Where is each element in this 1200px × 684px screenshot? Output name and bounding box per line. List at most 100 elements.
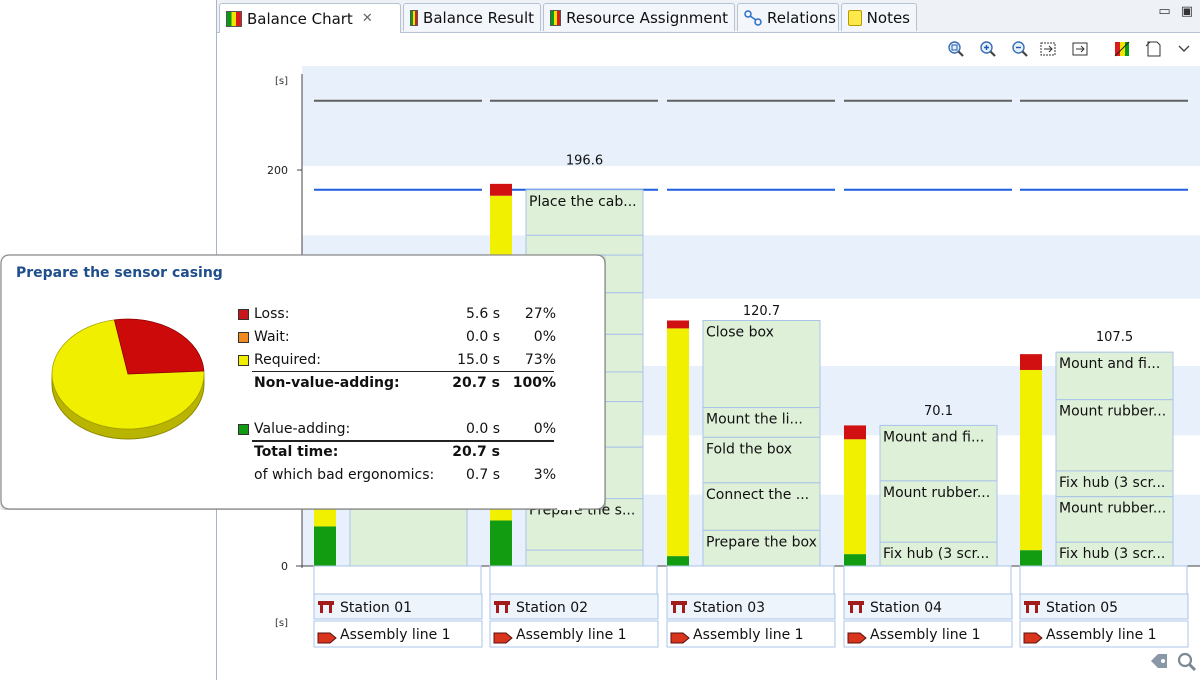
task-box	[525, 549, 644, 567]
task-label: Mount the li...	[706, 412, 803, 428]
task-box	[702, 319, 821, 409]
station-name: Station 04	[870, 600, 942, 616]
station-spacer	[666, 565, 835, 595]
popup-balloon	[0, 254, 606, 510]
task-label: Prepare the box	[706, 534, 817, 550]
row-percent: 100%	[512, 375, 556, 391]
chart-band	[302, 66, 1200, 99]
row-label: Total time:	[254, 444, 339, 460]
row-label: Required:	[254, 352, 322, 368]
station-icon	[318, 601, 334, 613]
pie-slice-loss	[113, 318, 205, 375]
station-spacer	[843, 565, 1012, 595]
assembly-line-icon	[1023, 632, 1043, 644]
tab-balance-result[interactable]: Balance Result	[403, 3, 541, 31]
bar-segment-value-adding	[667, 556, 689, 566]
table-unit: [s]	[275, 618, 288, 629]
bar-total-label: 70.1	[924, 404, 953, 419]
bar-segment-value-adding	[1020, 550, 1042, 566]
station-icon	[1024, 601, 1040, 613]
row-value: 20.7 s	[452, 375, 500, 391]
row-value: 0.0 s	[465, 329, 500, 345]
line-cell	[843, 620, 1013, 648]
tab-label: Relations	[767, 8, 836, 27]
sum-rule	[252, 440, 554, 442]
tab-relations[interactable]: Relations	[737, 3, 839, 31]
station-name: Station 02	[516, 600, 588, 616]
tab-notes[interactable]: Notes	[841, 3, 917, 31]
task-box	[702, 436, 821, 484]
tab-resource-assignment[interactable]: Resource Assignment	[543, 3, 735, 31]
row-value: 0.7 s	[465, 467, 500, 483]
notes-icon	[848, 9, 862, 26]
tag-icon[interactable]	[1149, 652, 1171, 676]
assembly-line-icon	[847, 632, 867, 644]
task-label: Mount rubber...	[1059, 501, 1166, 517]
line-cell	[1019, 620, 1189, 648]
export-icon[interactable]	[1071, 40, 1089, 58]
line-cell	[313, 620, 483, 648]
row-percent: 73%	[524, 352, 556, 368]
bar-segment-required	[844, 439, 866, 555]
row-label: Value-adding:	[254, 421, 351, 437]
tab-balance-chart[interactable]: Balance Chart ✕	[219, 3, 401, 33]
bar-segment-loss	[490, 183, 512, 196]
magnifier-icon[interactable]	[1177, 652, 1197, 676]
popup-row: Loss: 5.6 s 27%	[236, 305, 556, 325]
bar-segment-value-adding	[844, 554, 866, 566]
zoom-out-icon[interactable]	[1011, 40, 1029, 58]
close-tab-icon[interactable]: ✕	[361, 11, 373, 26]
popup-row: of which bad ergonomics: 0.7 s 3%	[236, 466, 556, 486]
fit-width-icon[interactable]	[1039, 40, 1057, 58]
row-label: Loss:	[254, 306, 290, 322]
assembly-line-icon	[493, 632, 513, 644]
assembly-line-name: Assembly line 1	[340, 627, 451, 643]
bar-total-label: 196.6	[566, 154, 603, 169]
row-value: 5.6 s	[465, 306, 500, 322]
zoom-fit-icon[interactable]	[947, 40, 965, 58]
tab-label: Balance Chart	[247, 9, 353, 28]
row-percent: 0%	[533, 421, 556, 437]
task-label: Mount and fi...	[1059, 356, 1160, 372]
station-spacer	[313, 565, 482, 595]
y-tick-label: 0	[281, 560, 288, 573]
minimize-icon[interactable]: ▭	[1158, 4, 1171, 19]
assembly-line-name: Assembly line 1	[870, 627, 981, 643]
station-icon	[671, 601, 687, 613]
balance-result-icon	[410, 9, 419, 26]
task-box	[1055, 496, 1174, 543]
y-axis-unit: [s]	[275, 76, 288, 87]
bar-segment-value-adding	[314, 526, 336, 566]
legend-swatch	[238, 309, 249, 320]
row-label: of which bad ergonomics:	[254, 467, 435, 483]
line-cell	[666, 620, 836, 648]
assembly-line-name: Assembly line 1	[1046, 627, 1157, 643]
page-setup-icon[interactable]	[1145, 40, 1163, 58]
pie-chart	[51, 318, 205, 440]
task-label: Place the cab...	[529, 194, 637, 210]
popup-row: Value-adding: 0.0 s 0%	[236, 420, 556, 440]
assembly-line-name: Assembly line 1	[516, 627, 627, 643]
color-scheme-icon[interactable]	[1113, 40, 1131, 58]
view-menu-icon[interactable]	[1175, 40, 1193, 58]
zoom-in-icon[interactable]	[979, 40, 997, 58]
tab-label: Balance Result	[423, 8, 534, 27]
task-box	[525, 189, 644, 236]
resource-assignment-icon	[550, 9, 562, 26]
task-label: Connect the ...	[706, 487, 809, 503]
task-details-popup: Prepare the sensor casing Loss: 5.6 s 27% W…	[0, 254, 606, 510]
balance-chart-view: Balance Chart ✕ Balance Result Resource …	[216, 0, 1200, 680]
assembly-line-icon	[670, 632, 690, 644]
task-box	[702, 529, 821, 567]
chart-toolbar	[217, 33, 1200, 65]
row-percent: 0%	[533, 329, 556, 345]
task-box	[879, 424, 998, 482]
bar-segment-loss	[667, 320, 689, 329]
line-cell	[489, 620, 659, 648]
bar-segment-required	[1020, 369, 1042, 551]
station-cell	[843, 593, 1013, 620]
maximize-icon[interactable]: ▣	[1180, 4, 1193, 19]
relations-icon	[744, 9, 762, 26]
task-box	[879, 480, 998, 543]
assembly-line-name: Assembly line 1	[693, 627, 804, 643]
